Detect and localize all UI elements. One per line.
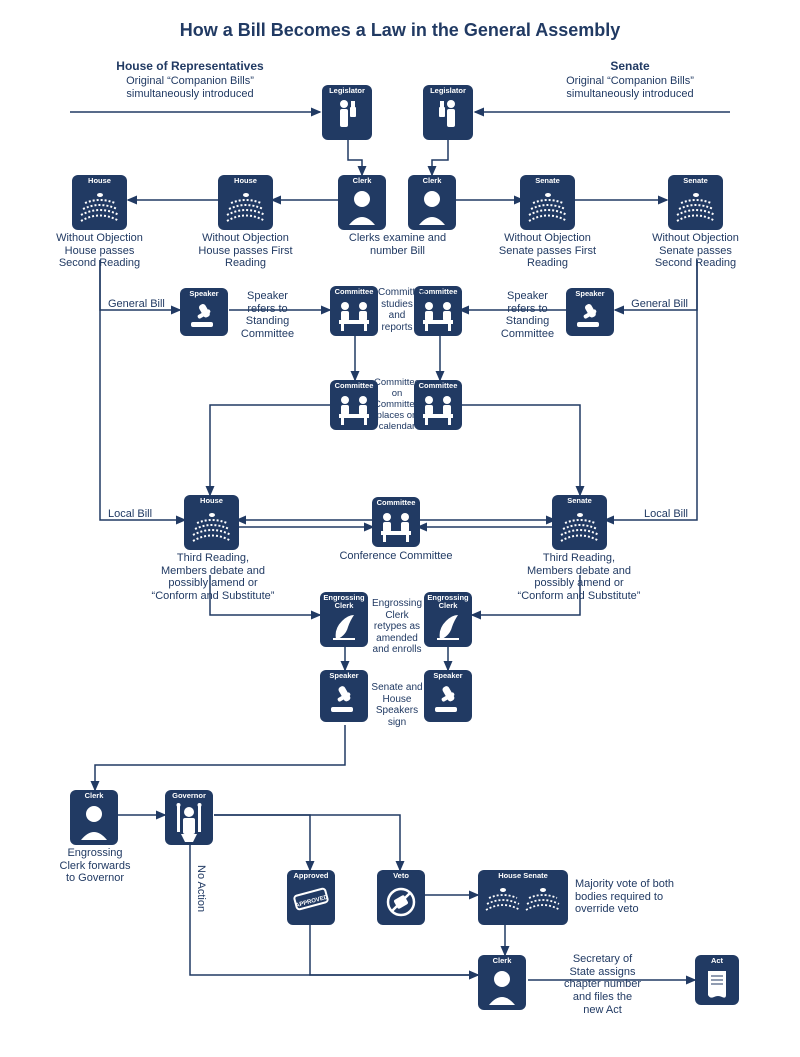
- house-third-icon: House: [184, 495, 239, 550]
- committee-on-committees-left-icon: Committee: [330, 380, 378, 430]
- committee-studies: Committee studies and reports: [378, 287, 416, 333]
- clerk-forwards-label: Engrossing Clerk forwards to Governor: [50, 847, 140, 885]
- speaker-refers-right: Speaker refers to Standing Committee: [495, 290, 560, 341]
- node-label: Speaker: [189, 290, 218, 298]
- act-icon: Act: [695, 955, 739, 1005]
- general-bill-right: General Bill: [618, 298, 688, 311]
- governor-icon: Governor: [165, 790, 213, 845]
- speaker-sign-right-icon: Speaker: [424, 670, 472, 722]
- node-label: Engrossing Clerk: [323, 594, 364, 609]
- senate-header-sub: Original “Companion Bills” simultaneousl…: [540, 75, 720, 100]
- node-label: Legislator: [329, 87, 365, 95]
- house-second-icon: House: [72, 175, 127, 230]
- third-reading-senate: Third Reading, Members debate and possib…: [514, 552, 644, 603]
- third-reading-house: Third Reading, Members debate and possib…: [148, 552, 278, 603]
- engrossing-clerk-left-icon: Engrossing Clerk: [320, 592, 368, 647]
- house-second-label: Without Objection House passes Second Re…: [47, 232, 152, 270]
- node-label: Governor: [172, 792, 206, 800]
- conference-committee-label: Conference Committee: [335, 550, 457, 563]
- engrossing-clerk-right-icon: Engrossing Clerk: [424, 592, 472, 647]
- node-label: Senate: [683, 177, 708, 185]
- node-label: Senate: [535, 177, 560, 185]
- general-bill-left: General Bill: [108, 298, 178, 311]
- node-label: Committee: [419, 382, 458, 390]
- local-bill-right: Local Bill: [618, 508, 688, 521]
- node-label: Legislator: [430, 87, 466, 95]
- house-header: House of Representatives: [100, 60, 280, 74]
- clerks-examine-label: Clerks examine and number Bill: [340, 232, 455, 257]
- node-label: Clerk: [423, 177, 442, 185]
- node-label: Speaker: [433, 672, 462, 680]
- local-bill-left: Local Bill: [108, 508, 178, 521]
- node-label: Speaker: [575, 290, 604, 298]
- house-header-sub: Original “Companion Bills” simultaneousl…: [100, 75, 280, 100]
- final-clerk-icon: Clerk: [478, 955, 526, 1010]
- engrossing-retypes-label: Engrossing Clerk retypes as amended and …: [368, 598, 426, 656]
- sec-of-state-label: Secretary of State assigns chapter numbe…: [555, 953, 650, 1016]
- node-label: Veto: [393, 872, 409, 880]
- legislator-senate-icon: Legislator: [423, 85, 473, 140]
- house-first-icon: House: [218, 175, 273, 230]
- node-label: Senate: [567, 497, 592, 505]
- senate-third-icon: Senate: [552, 495, 607, 550]
- committee-studies-left-icon: Committee: [330, 286, 378, 336]
- node-label: Speaker: [329, 672, 358, 680]
- senate-first-icon: Senate: [520, 175, 575, 230]
- node-label: House: [234, 177, 257, 185]
- approved-icon: Approved APPROVED: [287, 870, 335, 925]
- speaker-refers-left: Speaker refers to Standing Committee: [235, 290, 300, 341]
- committee-on-committees-label: Committee on Committees places on calend…: [374, 378, 420, 433]
- speaker-house-icon: Speaker: [180, 288, 228, 336]
- node-label: Engrossing Clerk: [427, 594, 468, 609]
- node-label: Clerk: [353, 177, 372, 185]
- node-label: Committee: [335, 288, 374, 296]
- node-label: House: [88, 177, 111, 185]
- node-label: House Senate: [498, 872, 548, 880]
- speakers-sign-label: Senate and House Speakers sign: [368, 682, 426, 728]
- page-title: How a Bill Becomes a Law in the General …: [0, 20, 800, 41]
- node-label: Act: [711, 957, 723, 965]
- override-icon: House Senate: [478, 870, 568, 925]
- override-label: Majority vote of both bodies required to…: [575, 878, 700, 916]
- speaker-sign-left-icon: Speaker: [320, 670, 368, 722]
- speaker-senate-icon: Speaker: [566, 288, 614, 336]
- node-label: Committee: [335, 382, 374, 390]
- senate-second-label: Without Objection Senate passes Second R…: [643, 232, 748, 270]
- node-label: Committee: [377, 499, 416, 507]
- conference-committee-icon: Committee: [372, 497, 420, 547]
- legislator-house-icon: Legislator: [322, 85, 372, 140]
- clerk-forwards-icon: Clerk: [70, 790, 118, 845]
- node-label: Approved: [293, 872, 328, 880]
- house-first-label: Without Objection House passes First Rea…: [193, 232, 298, 270]
- node-label: Clerk: [85, 792, 104, 800]
- node-label: House: [200, 497, 223, 505]
- no-action-label: No Action: [195, 865, 207, 912]
- clerk-senate-icon: Clerk: [408, 175, 456, 230]
- veto-icon: Veto: [377, 870, 425, 925]
- clerk-house-icon: Clerk: [338, 175, 386, 230]
- node-label: Clerk: [493, 957, 512, 965]
- senate-first-label: Without Objection Senate passes First Re…: [495, 232, 600, 270]
- senate-header: Senate: [540, 60, 720, 74]
- senate-second-icon: Senate: [668, 175, 723, 230]
